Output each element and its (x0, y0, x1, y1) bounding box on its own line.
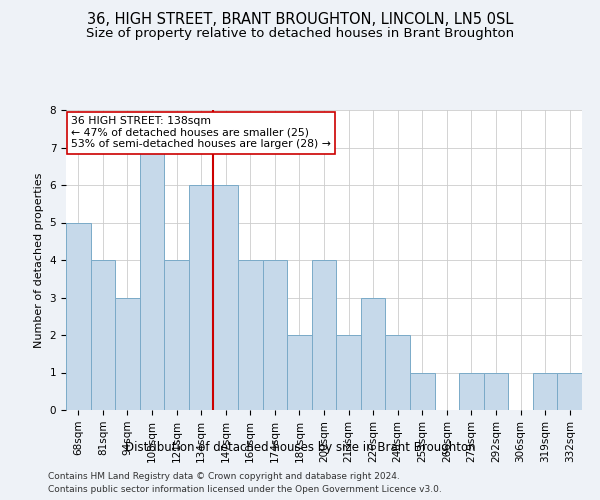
Bar (214, 185, 238, 410)
Bar (164, 260, 189, 410)
Text: 36 HIGH STREET: 138sqm
← 47% of detached houses are smaller (25)
53% of semi-det: 36 HIGH STREET: 138sqm ← 47% of detached… (71, 116, 331, 149)
Text: Contains HM Land Registry data © Crown copyright and database right 2024.: Contains HM Land Registry data © Crown c… (48, 472, 400, 481)
Text: 36, HIGH STREET, BRANT BROUGHTON, LINCOLN, LN5 0SL: 36, HIGH STREET, BRANT BROUGHTON, LINCOL… (87, 12, 513, 28)
Bar (263, 260, 287, 410)
Text: Contains public sector information licensed under the Open Government Licence v3: Contains public sector information licen… (48, 485, 442, 494)
Text: Size of property relative to detached houses in Brant Broughton: Size of property relative to detached ho… (86, 28, 514, 40)
Bar (287, 335, 312, 410)
Bar (336, 335, 361, 410)
Bar (140, 148, 164, 410)
Bar (312, 260, 336, 410)
Bar (238, 260, 263, 410)
Bar (533, 372, 557, 410)
Bar (361, 298, 385, 410)
Text: Distribution of detached houses by size in Brant Broughton: Distribution of detached houses by size … (125, 441, 475, 454)
Bar (66, 222, 91, 410)
Bar (115, 298, 140, 410)
Y-axis label: Number of detached properties: Number of detached properties (34, 172, 44, 348)
Bar (459, 372, 484, 410)
Bar (385, 335, 410, 410)
Bar (91, 260, 115, 410)
Bar (189, 185, 214, 410)
Bar (484, 372, 508, 410)
Bar (410, 372, 434, 410)
Bar (557, 372, 582, 410)
